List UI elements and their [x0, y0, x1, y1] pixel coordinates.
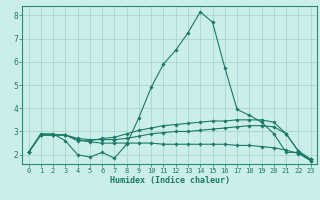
- X-axis label: Humidex (Indice chaleur): Humidex (Indice chaleur): [110, 176, 230, 185]
